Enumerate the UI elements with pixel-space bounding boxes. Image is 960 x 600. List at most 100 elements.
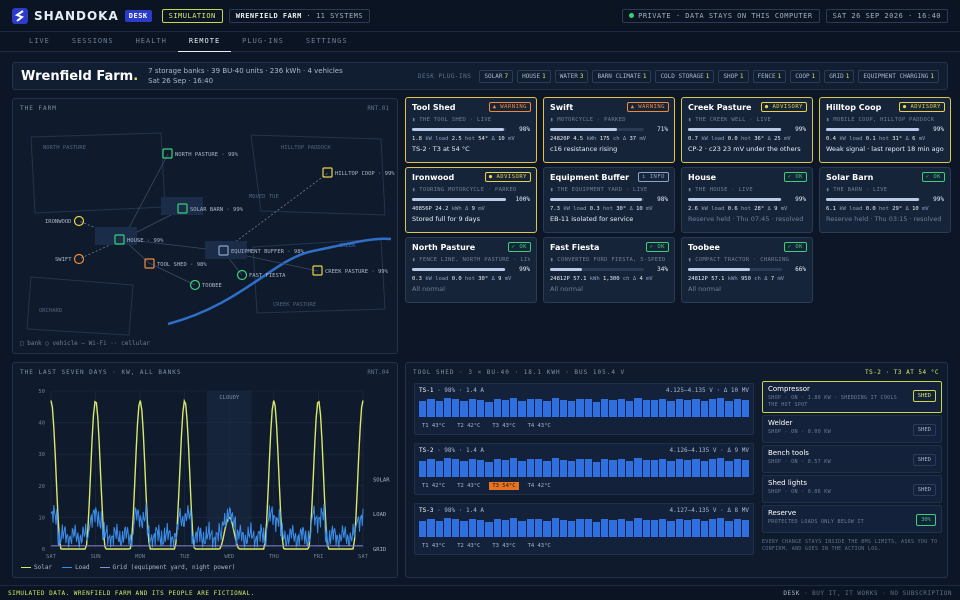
cell-bar[interactable] <box>568 461 576 477</box>
cell-bar[interactable] <box>493 459 501 477</box>
card-hilltop-coop[interactable]: Hilltop Coop ● ADVISORY ▮ MOBILE COOP, HIL… <box>819 97 951 163</box>
cell-bar[interactable] <box>617 459 626 477</box>
cell-bar[interactable] <box>708 459 717 477</box>
cell-bar[interactable] <box>501 400 510 417</box>
cell-bar[interactable] <box>419 461 427 477</box>
card-fast-fiesta[interactable]: Fast Fiesta ✓ OK ▮ CONVERTED FORD FIESTA, … <box>543 237 675 303</box>
cell-bar[interactable] <box>493 519 501 537</box>
node-hilltop-coop[interactable] <box>322 167 333 178</box>
tab-plug-ins[interactable]: PLUG-INS <box>242 37 284 45</box>
cell-bar[interactable] <box>700 461 708 477</box>
cell-bar[interactable] <box>543 461 551 477</box>
cell-bar[interactable] <box>452 459 460 477</box>
cell-bar[interactable] <box>427 519 435 537</box>
card-equipment-buffer[interactable]: Equipment Buffer i INFO ▮ THE EQUIPMENT YA… <box>543 167 675 233</box>
shed-button[interactable]: SHED <box>912 454 936 466</box>
node-equipment-buffer[interactable] <box>218 245 229 256</box>
cell-bar[interactable] <box>576 459 584 477</box>
cell-bar[interactable] <box>534 519 543 537</box>
cell-bar[interactable] <box>617 399 626 417</box>
cell-bar[interactable] <box>700 521 708 537</box>
cell-bar[interactable] <box>650 400 659 417</box>
cell-bar[interactable] <box>427 399 435 417</box>
cell-bar[interactable] <box>476 520 485 537</box>
farm-map[interactable]: NORTH PASTURE HILLTOP PADDOCK ORCHARD CR… <box>13 99 399 355</box>
cell-bar[interactable] <box>708 399 717 417</box>
card-toobee[interactable]: Toobee ✓ OK ▮ COMPACT TRACTOR · CHARGING 66… <box>681 237 813 303</box>
cell-bar[interactable] <box>419 401 427 417</box>
node-solar-barn[interactable] <box>177 203 188 214</box>
cell-bar[interactable] <box>435 461 443 477</box>
tab-live[interactable]: LIVE <box>29 37 50 45</box>
cell-bar[interactable] <box>526 519 534 537</box>
cell-bar[interactable] <box>518 521 526 537</box>
plugin-coop[interactable]: COOP 1 <box>790 69 821 83</box>
cell-bar[interactable] <box>559 400 568 417</box>
card-ironwood[interactable]: Ironwood ● ADVISORY ▮ TOURING MOTORCYCLE ·… <box>405 167 537 233</box>
cell-bar[interactable] <box>476 400 485 417</box>
node-tool-shed[interactable] <box>144 258 155 269</box>
shed-button[interactable]: SHED <box>912 484 936 496</box>
seven-day-chart[interactable]: CLOUDY 0 10 20 30 40 50 SAT SUN MON TUE WED THU FRI SA… <box>13 363 399 563</box>
card-creek-pasture[interactable]: Creek Pasture ● ADVISORY ▮ THE CREEK WELL … <box>681 97 813 163</box>
cell-bar[interactable] <box>609 400 617 417</box>
cell-bar[interactable] <box>642 400 650 417</box>
cell-bar[interactable] <box>435 521 443 537</box>
card-swift[interactable]: Swift ▲ WARNING ▮ MOTORCYCLE · PARKED 71% 24… <box>543 97 675 163</box>
tab-remote[interactable]: REMOTE <box>177 32 232 52</box>
plugin-water[interactable]: WATER 3 <box>554 69 589 83</box>
node-fast-fiesta[interactable] <box>236 269 248 281</box>
cell-bar[interactable] <box>592 522 601 537</box>
cell-bar[interactable] <box>476 460 485 477</box>
cell-bar[interactable] <box>534 399 543 417</box>
node-house[interactable] <box>114 234 125 245</box>
cell-bar[interactable] <box>609 520 617 537</box>
cell-bar[interactable] <box>626 401 634 417</box>
cell-bar[interactable] <box>485 402 493 417</box>
cell-bar[interactable] <box>468 459 476 477</box>
cell-bar[interactable] <box>592 402 601 417</box>
cell-bar[interactable] <box>485 522 493 537</box>
card-tool-shed[interactable]: Tool Shed ▲ WARNING ▮ THE TOOL SHED · LIVE… <box>405 97 537 163</box>
cell-bar[interactable] <box>675 399 683 417</box>
farm-selector[interactable]: WRENFIELD FARM · 11 SYSTEMS <box>228 8 371 23</box>
cell-bar[interactable] <box>634 518 642 537</box>
shed-button[interactable]: SHED <box>912 424 936 436</box>
string-ts-2[interactable]: TS-2 · 98% · 1.4 A 4.126–4.135 V · Δ 9 MV… <box>414 443 754 495</box>
cell-bar[interactable] <box>493 399 501 417</box>
tab-health[interactable]: HEALTH <box>135 37 167 45</box>
cell-bar[interactable] <box>559 460 568 477</box>
cell-bar[interactable] <box>684 520 692 537</box>
cell-bar[interactable] <box>452 519 460 537</box>
cell-bar[interactable] <box>485 462 493 477</box>
cell-bar[interactable] <box>634 458 642 477</box>
cell-bar[interactable] <box>733 399 741 417</box>
cell-bar[interactable] <box>551 398 559 417</box>
cell-bar[interactable] <box>559 520 568 537</box>
cell-bar[interactable] <box>609 460 617 477</box>
cell-bar[interactable] <box>675 519 683 537</box>
plugin-fence[interactable]: FENCE 1 <box>752 69 787 83</box>
cell-bar[interactable] <box>501 520 510 537</box>
cell-bar[interactable] <box>443 398 452 417</box>
cell-bar[interactable] <box>543 401 551 417</box>
cell-bar[interactable] <box>692 459 700 477</box>
cell-bar[interactable] <box>717 458 725 477</box>
cell-bar[interactable] <box>568 401 576 417</box>
cell-bar[interactable] <box>435 401 443 417</box>
string-ts-1[interactable]: TS-1 · 98% · 1.4 A 4.125–4.135 V · Δ 10 M… <box>414 383 754 435</box>
cell-bar[interactable] <box>584 459 592 477</box>
cell-bar[interactable] <box>717 518 725 537</box>
card-solar-barn[interactable]: Solar Barn ✓ OK ▮ THE BARN · LIVE 99% 6.1 kW… <box>819 167 951 233</box>
cell-bar[interactable] <box>468 519 476 537</box>
cell-bar[interactable] <box>452 399 460 417</box>
cell-bar[interactable] <box>741 400 750 417</box>
cell-bar[interactable] <box>526 459 534 477</box>
cell-bar[interactable] <box>551 458 559 477</box>
cell-bar[interactable] <box>576 399 584 417</box>
cell-bar[interactable] <box>626 521 634 537</box>
cell-bar[interactable] <box>534 459 543 477</box>
cell-bar[interactable] <box>443 518 452 537</box>
cell-bar[interactable] <box>684 460 692 477</box>
node-north-pasture[interactable] <box>162 148 173 159</box>
